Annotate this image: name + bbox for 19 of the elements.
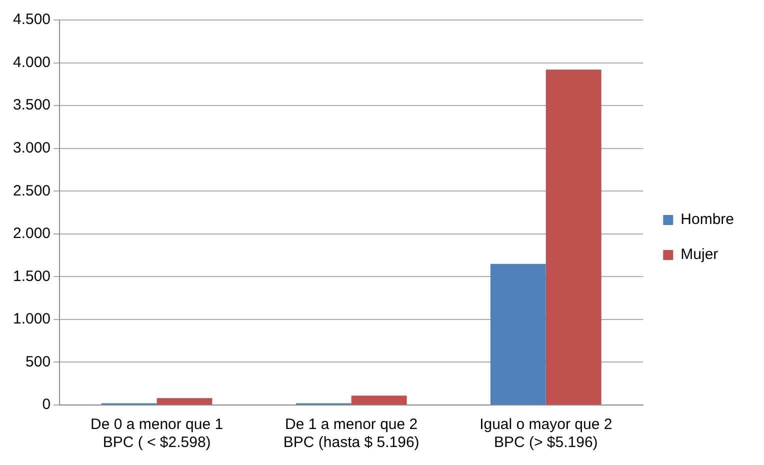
y-tick-label: 1.500: [12, 268, 51, 285]
bar: [546, 70, 602, 404]
y-tick-label: 3.000: [12, 139, 51, 156]
x-tick-label: Igual o mayor que 2 BPC (> $5.196): [480, 416, 612, 452]
y-tick-label: 3.500: [12, 96, 51, 114]
y-tick-label: 500: [26, 353, 51, 370]
y-tick-label: 2.500: [12, 182, 51, 200]
y-tick-label: 1.000: [12, 310, 51, 328]
y-tick-label: 2.000: [12, 225, 51, 242]
y-tick-label: 0: [42, 396, 51, 414]
x-tick-label: De 1 a menor que 2 BPC (hasta $ 5.196): [283, 416, 420, 452]
bar: [490, 264, 546, 404]
bar: [351, 396, 407, 404]
y-tick-label: 4.500: [12, 11, 51, 28]
legend-label: Hombre: [680, 211, 734, 228]
y-tick-label: 4.000: [12, 54, 51, 71]
legend-label: Mujer: [680, 246, 718, 264]
x-tick-label: De 0 a menor que 1 BPC ( < $2.598): [90, 416, 224, 452]
bar: [156, 398, 212, 404]
